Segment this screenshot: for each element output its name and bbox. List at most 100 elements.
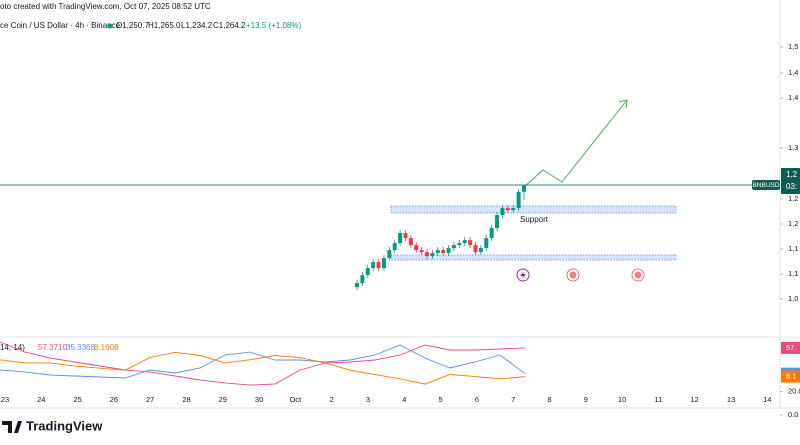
candle-body (473, 245, 478, 253)
candle-body (425, 252, 430, 257)
y-tick-label: 1,0 (788, 294, 798, 303)
y-tick-label: 20.0 (788, 387, 800, 396)
legend-value: 57.3710 (38, 343, 67, 352)
x-tick-label: 2 (330, 395, 334, 404)
logo: TradingView (2, 418, 103, 433)
candle-body (451, 245, 456, 249)
logo-text: TradingView (26, 418, 103, 433)
indicator-line (0, 344, 526, 379)
annotation: Support (520, 215, 549, 224)
x-tick-label: 13 (727, 395, 735, 404)
price-tag-bg (781, 168, 800, 194)
x-tick-label: 26 (110, 395, 118, 404)
y-tick-label: 1,2 (788, 194, 798, 203)
x-tick-label: 23 (1, 395, 9, 404)
candle-body (489, 228, 494, 239)
projection-arrow (524, 99, 628, 187)
x-tick-label: 25 (73, 395, 81, 404)
candle-body (511, 208, 516, 211)
candle-body (435, 250, 440, 254)
candle-body (398, 233, 403, 244)
indicator-line (0, 341, 526, 386)
candle-body (468, 240, 473, 246)
x-tick-label: 12 (691, 395, 699, 404)
x-tick-label: 24 (37, 395, 45, 404)
event-icon-glyph (520, 271, 526, 279)
ohlc-close: C1,264.2 (213, 21, 246, 30)
x-tick-label: 29 (219, 395, 227, 404)
price-tag: 1,2 (786, 170, 798, 179)
value-tag-bg (781, 370, 800, 383)
y-tick-label: 1,4 (788, 93, 798, 102)
x-tick-label: 11 (655, 395, 663, 404)
candle-body (360, 275, 365, 284)
candle-body (505, 208, 510, 211)
value-tag-bg (781, 341, 800, 354)
y-tick-label: 1,5 (788, 42, 798, 51)
x-tick-label: 10 (618, 395, 626, 404)
candle-body (441, 250, 446, 254)
symbol-tag-bg (752, 180, 780, 190)
indicator-line (0, 351, 526, 385)
arrow-head (618, 99, 628, 109)
y-tick-label: 1,4 (788, 68, 798, 77)
candle-body (484, 238, 489, 249)
candle-body (500, 208, 505, 216)
ohlc-open: O1,250.7 (116, 21, 149, 30)
ohlc-change: +13.5 (+1.08%) (246, 21, 301, 30)
candle-body (355, 283, 359, 288)
candle-body (381, 258, 386, 269)
candle-body (376, 262, 381, 269)
status-dot (107, 23, 113, 29)
candle-body (419, 250, 424, 253)
y-tick-label: 1,1 (788, 244, 798, 253)
candle-body (371, 262, 376, 269)
value-tag: 8.1 (786, 372, 796, 381)
symbol-tag: BNBUSD (752, 182, 779, 189)
x-tick-label: 3 (366, 395, 370, 404)
candle-body (392, 243, 397, 251)
y-tick-label: 1,3 (788, 143, 798, 152)
event-icon-glyph (634, 271, 642, 279)
support-zone (390, 205, 677, 214)
candle-body (495, 215, 500, 229)
event-icon-glyph (569, 271, 577, 279)
ohlc-low: L1,234.2 (181, 21, 213, 30)
x-tick-label: 28 (182, 395, 190, 404)
x-tick-label: 6 (475, 395, 479, 404)
value-tag: 57. (786, 343, 796, 352)
x-tick-label: 4 (402, 395, 406, 404)
y-tick-label: 0.0 (788, 410, 798, 419)
legend-value: 8.1608 (94, 343, 119, 352)
x-tick-label: 5 (439, 395, 443, 404)
legend-value: 35.3368 (66, 343, 95, 352)
candle-body (387, 250, 392, 259)
candle-body (516, 191, 521, 209)
candle-body (522, 185, 526, 192)
x-tick-label: 27 (146, 395, 154, 404)
x-tick-label: 8 (547, 395, 551, 404)
ohlc-high: H1,265.0 (148, 21, 181, 30)
y-tick-label: 1,2 (788, 219, 798, 228)
candle-body (365, 268, 370, 276)
candle-body (462, 240, 467, 244)
x-tick-label: 9 (584, 395, 588, 404)
x-tick-label: 7 (511, 395, 515, 404)
candle-body (414, 245, 419, 251)
candle-body (457, 243, 462, 246)
x-tick-label: Oct (290, 395, 303, 404)
credit: oto created with TradingView.com, Oct 07… (0, 2, 211, 11)
candle-body (446, 248, 451, 254)
symbol: ce Coin / US Dollar · 4h · Binance (0, 21, 121, 30)
countdown: 03: (786, 182, 797, 191)
logo-mark (2, 421, 22, 433)
candle-body (408, 238, 413, 246)
x-tick-label: 30 (255, 395, 263, 404)
indicator-params: 14, 14) (0, 343, 25, 352)
candle-body (403, 233, 408, 239)
y-tick-label: 1,1 (788, 269, 798, 278)
candle-body (430, 253, 435, 257)
candle-body (478, 248, 483, 253)
x-tick-label: 14 (763, 395, 771, 404)
